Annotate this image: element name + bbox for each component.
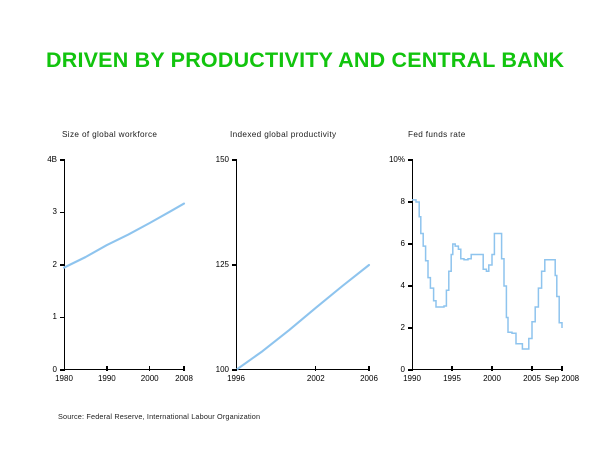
- chart-panel-fedfunds: Fed funds rate 0 2 4 6 8 10% 1990 1995 2000 2005 S…: [389, 130, 590, 400]
- chart-panel-productivity: Indexed global productivity 100 125 150 199…: [210, 130, 395, 400]
- x-tick-label: 1980: [55, 374, 73, 383]
- y-tick: [60, 264, 65, 266]
- y-axis-line: [412, 160, 414, 370]
- y-tick: [408, 201, 413, 203]
- x-tick-label: Sep 2008: [544, 374, 580, 383]
- chart-panel-workforce: Size of global workforce 0 1 2 3 4B 1980 1990 2…: [42, 130, 212, 400]
- y-tick-label: 1: [52, 312, 57, 321]
- chart-title-fedfunds: Fed funds rate: [408, 130, 466, 139]
- y-tick: [60, 316, 65, 319]
- x-tick-label: 1990: [403, 374, 421, 383]
- y-tick-label: 0: [52, 364, 57, 374]
- y-tick-label: 3: [52, 207, 57, 216]
- y-tick-label: 8: [400, 196, 405, 206]
- x-tick-label: 2006: [360, 374, 378, 383]
- y-tick-label: 2: [400, 322, 405, 332]
- x-tick: [106, 366, 108, 371]
- y-tick: [60, 369, 65, 371]
- x-tick: [531, 366, 533, 371]
- x-axis-line: [236, 369, 369, 371]
- plot-area-productivity: 100 125 150 1996 2002 2006: [216, 155, 378, 384]
- x-tick: [183, 366, 185, 371]
- y-tick: [232, 159, 237, 161]
- x-axis-line: [64, 369, 184, 371]
- x-tick: [451, 366, 453, 371]
- x-tick: [561, 366, 563, 371]
- x-tick: [491, 366, 493, 371]
- y-tick: [408, 369, 413, 371]
- y-tick-label: 0: [400, 364, 405, 374]
- y-tick-label: 10%: [388, 154, 405, 164]
- series-line-fedfunds: [412, 199, 563, 350]
- y-tick-label: 125: [215, 259, 229, 269]
- y-tick: [232, 369, 237, 371]
- y-tick-label: 100: [215, 364, 229, 374]
- y-tick: [408, 327, 413, 329]
- source-note: Source: Federal Reserve, International L…: [58, 412, 261, 421]
- y-axis-line: [236, 160, 238, 370]
- y-tick: [60, 211, 65, 214]
- x-tick-label: 2000: [140, 374, 159, 383]
- x-tick: [368, 366, 370, 371]
- x-tick: [315, 366, 317, 371]
- series-line-workforce: [62, 202, 186, 269]
- plot-area-workforce: 0 1 2 3 4B 1980 1990 2000 2008: [47, 155, 193, 384]
- y-tick-label: 4: [400, 280, 405, 290]
- x-tick-label: 1990: [97, 374, 116, 383]
- y-axis-line: [64, 160, 66, 370]
- y-tick: [60, 159, 65, 161]
- x-tick-label: 1995: [443, 374, 461, 383]
- y-tick-label: 6: [400, 238, 405, 248]
- y-tick: [408, 243, 413, 245]
- y-tick: [408, 159, 413, 161]
- x-tick-label: 2000: [483, 374, 501, 383]
- x-axis-line: [412, 369, 562, 371]
- x-tick-label: 2002: [306, 374, 325, 383]
- x-tick: [149, 366, 151, 371]
- x-tick-label: 1996: [227, 374, 245, 383]
- y-tick-label: 2: [52, 259, 57, 269]
- series-line-productivity: [234, 263, 371, 372]
- page-title: DRIVEN BY PRODUCTIVITY AND CENTRAL BANK: [46, 48, 565, 72]
- y-tick-label: 150: [215, 154, 229, 164]
- y-tick: [408, 285, 413, 287]
- x-tick-label: 2008: [175, 374, 193, 383]
- plot-area-fedfunds: 0 2 4 6 8 10% 1990 1995 2000 2005 Sep 2008: [389, 155, 579, 384]
- y-tick: [232, 264, 237, 266]
- charts-container: Size of global workforce 0 1 2 3 4B 1980 1990 2…: [0, 130, 600, 400]
- chart-title-productivity: Indexed global productivity: [230, 130, 337, 139]
- y-tick-label: 4B: [47, 154, 57, 164]
- x-tick-label: 2005: [523, 374, 541, 383]
- chart-title-workforce: Size of global workforce: [62, 130, 158, 139]
